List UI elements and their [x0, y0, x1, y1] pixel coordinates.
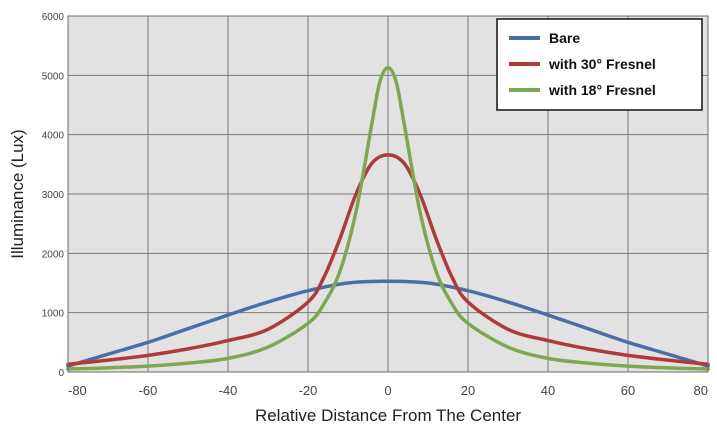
x-tick-label: -20 [299, 383, 318, 398]
x-axis-title: Relative Distance From The Center [255, 406, 521, 425]
legend-label-30-fresnel: with 30° Fresnel [548, 56, 656, 72]
x-tick-labels: -80 -60 -40 -20 0 20 40 60 80 [68, 383, 708, 398]
y-axis-title: Illuminance (Lux) [8, 129, 27, 258]
x-tick-label: -60 [139, 383, 158, 398]
x-tick-label: 20 [461, 383, 475, 398]
y-tick-label: 6000 [42, 12, 65, 23]
series-line-18-fresnel [66, 65, 710, 371]
series-lines [66, 65, 710, 371]
y-tick-label: 5000 [42, 71, 65, 82]
y-tick-label: 4000 [42, 131, 65, 142]
legend-label-18-fresnel: with 18° Fresnel [548, 82, 656, 98]
y-tick-label: 2000 [42, 249, 65, 260]
x-tick-label: 40 [541, 383, 555, 398]
y-tick-label: 1000 [42, 309, 65, 320]
legend: Bare with 30° Fresnel with 18° Fresnel [496, 18, 703, 111]
x-tick-label: -40 [219, 383, 238, 398]
y-tick-label: 0 [58, 368, 64, 379]
y-tick-label: 3000 [42, 190, 65, 201]
x-tick-label: 0 [384, 383, 391, 398]
plot-frame [67, 15, 709, 373]
series-line-bare [66, 279, 710, 368]
x-tick-label: -80 [68, 383, 87, 398]
series-line-30-fresnel [66, 153, 710, 367]
y-tick-labels: 0 1000 2000 3000 4000 5000 6000 [42, 12, 65, 379]
x-tick-label: 60 [621, 383, 635, 398]
legend-label-bare: Bare [549, 30, 580, 46]
x-tick-label: 80 [694, 383, 708, 398]
